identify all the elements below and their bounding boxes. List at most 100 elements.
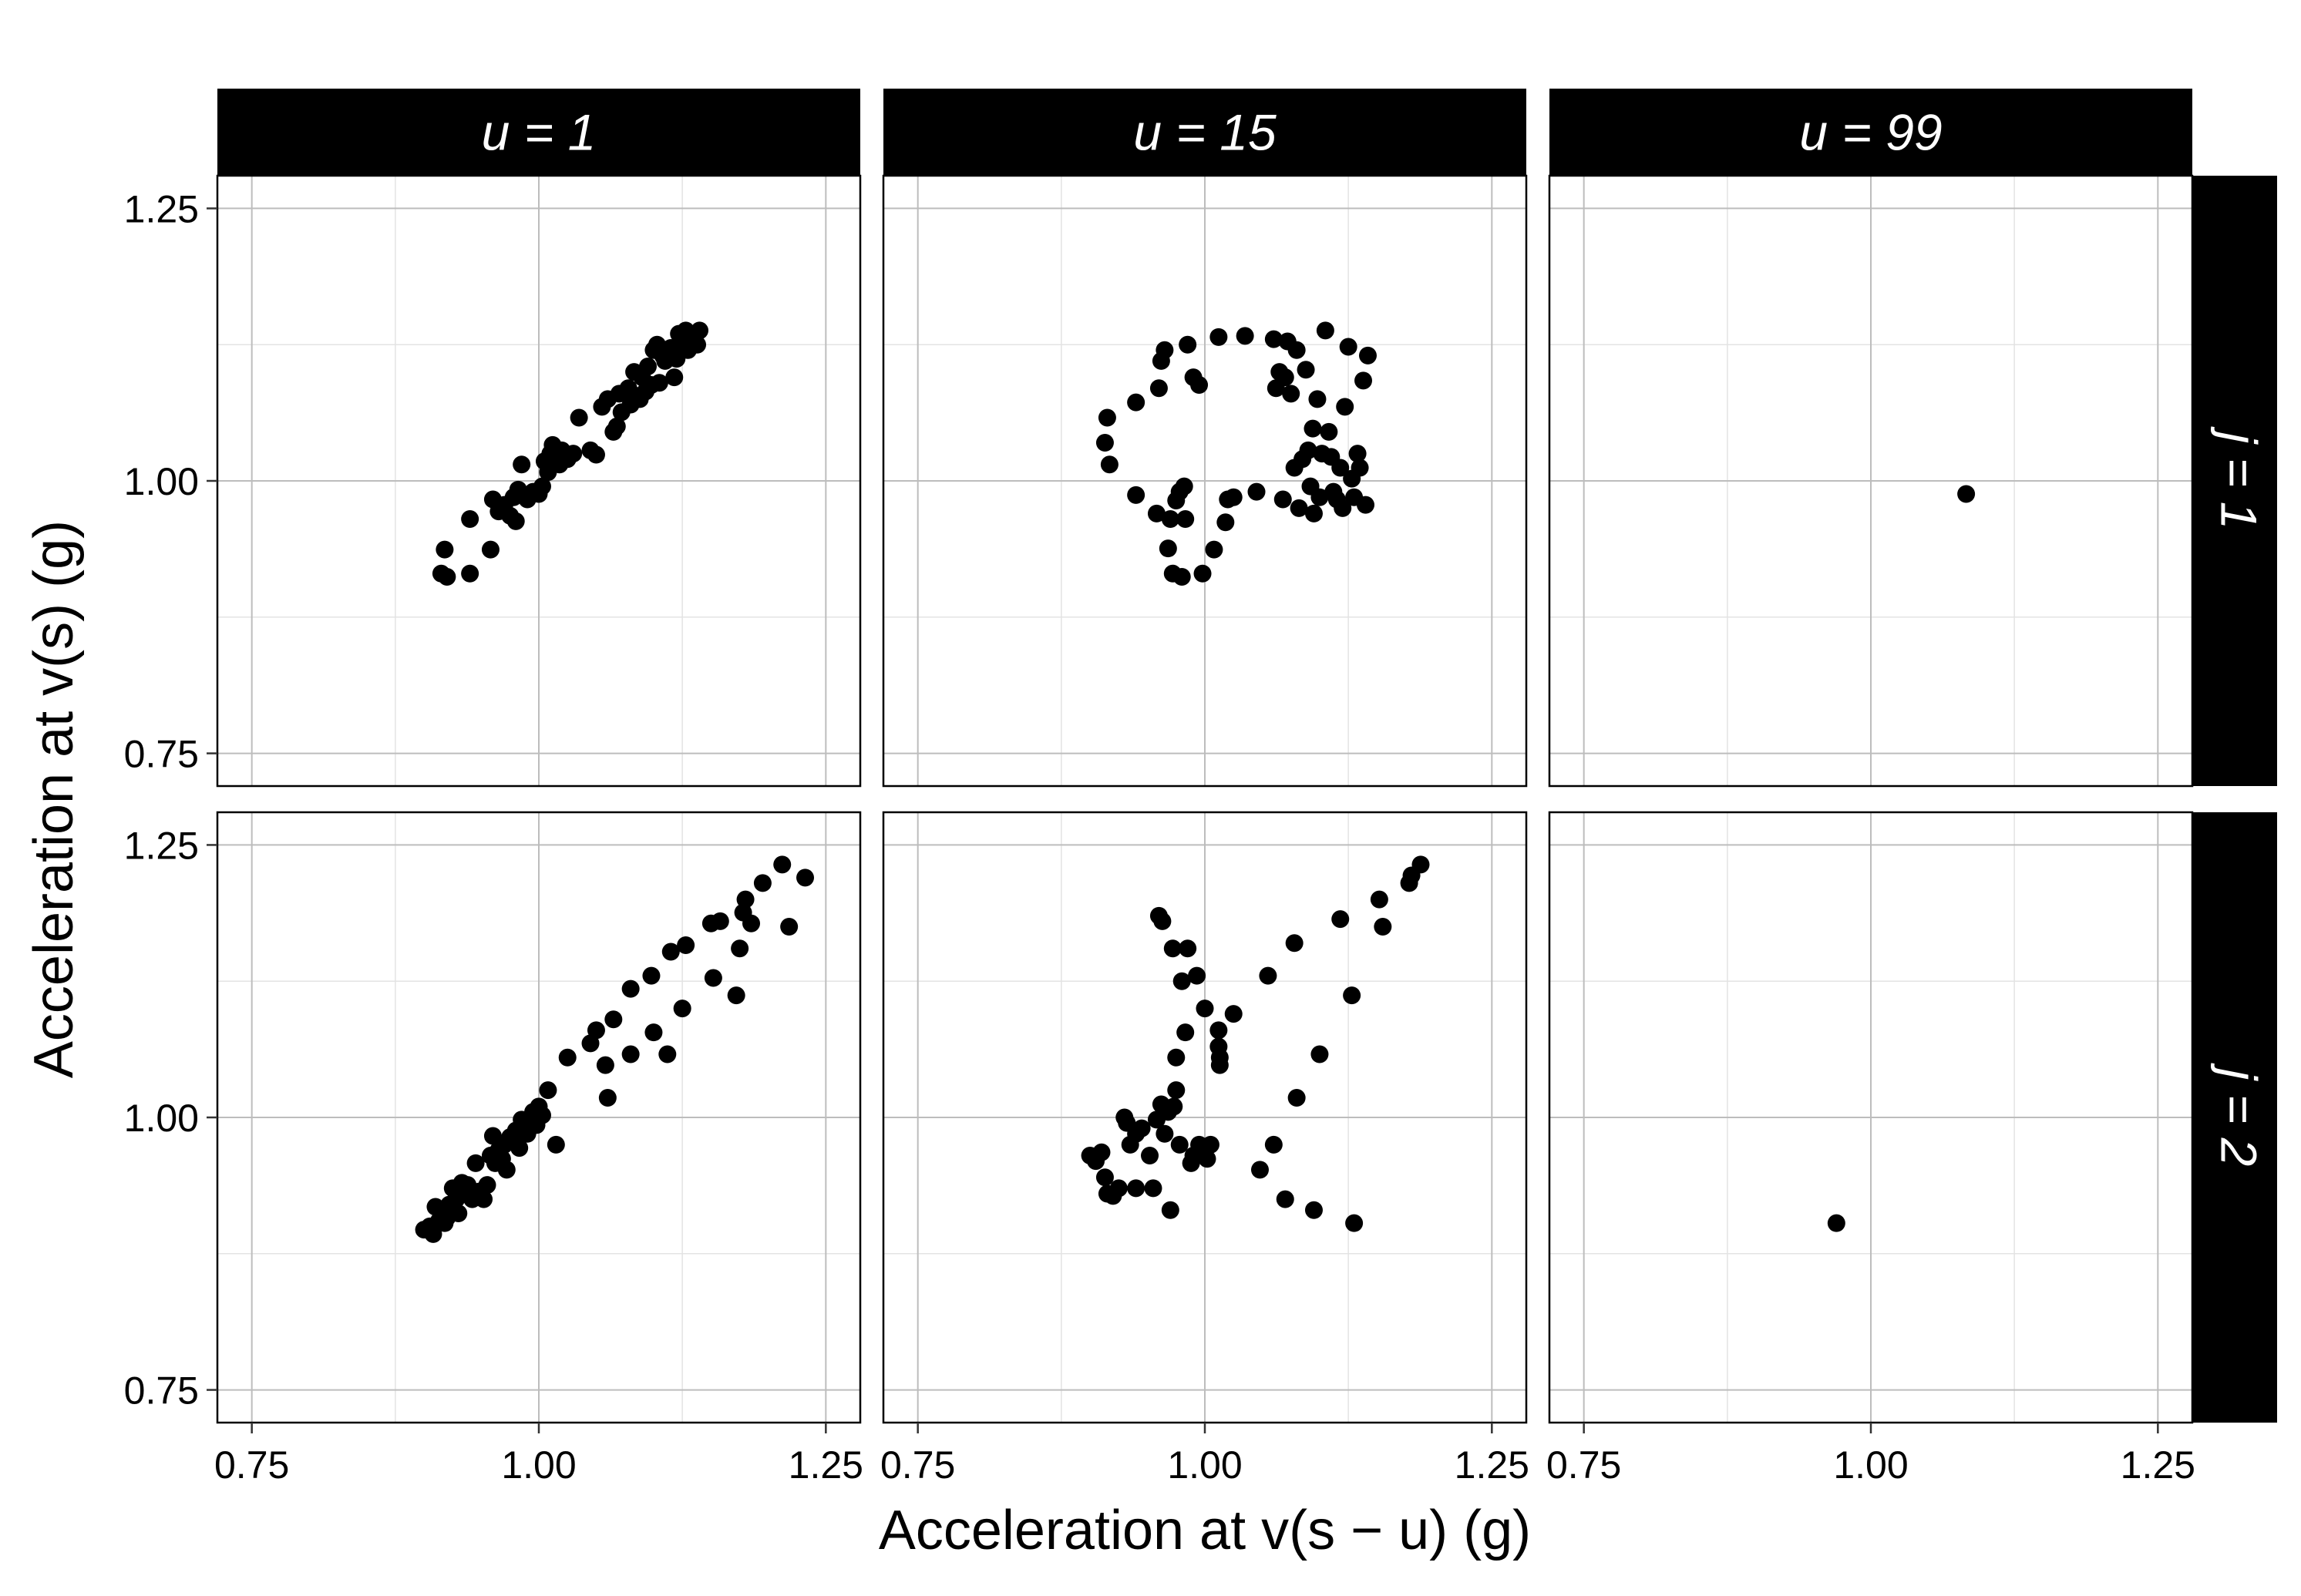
data-point [436, 540, 454, 559]
data-point [506, 512, 525, 530]
data-point [1357, 496, 1374, 514]
data-point [1193, 564, 1212, 583]
x-tick-label: 1.25 [789, 1443, 863, 1487]
panel-u-1-j-1 [216, 174, 862, 788]
data-point [1165, 1097, 1183, 1116]
data-point [1156, 341, 1174, 359]
data-point [461, 510, 479, 528]
data-point [1827, 1214, 1845, 1232]
data-point [1310, 488, 1329, 506]
data-point [1331, 910, 1350, 929]
y-tick-label: 0.75 [124, 1369, 199, 1413]
data-point [1339, 338, 1357, 356]
data-point [1334, 499, 1352, 517]
data-point [1285, 934, 1304, 953]
data-point [587, 445, 605, 464]
data-point [1304, 504, 1323, 522]
data-point [688, 335, 707, 354]
data-point [638, 358, 657, 375]
data-point [1149, 379, 1168, 398]
data-point [596, 1056, 614, 1074]
ticks-layer: 0.75 1.00 1.25 0.75 1.00 1.25 0.75 1.00 1.25 0.75… [124, 187, 2195, 1487]
data-point [1224, 488, 1243, 506]
column-strip-u-1 [217, 89, 860, 176]
data-point [796, 869, 815, 887]
data-point [449, 1204, 468, 1222]
data-point [650, 374, 668, 392]
data-point [1304, 419, 1322, 438]
data-point [1100, 455, 1119, 474]
data-point [1161, 1201, 1179, 1219]
data-point [727, 986, 745, 1005]
data-point [1299, 441, 1317, 459]
data-point [1147, 504, 1166, 522]
data-point [1264, 330, 1283, 348]
data-point [1188, 966, 1206, 985]
row-strip-label: j = 1 [2211, 426, 2268, 530]
column-strip-u-99 [1549, 89, 2192, 176]
data-point [533, 477, 551, 496]
data-point [1172, 567, 1191, 586]
panel-u-99-j-2 [1548, 811, 2194, 1424]
data-point [736, 890, 755, 909]
data-point [1176, 1023, 1195, 1042]
data-point [742, 914, 761, 932]
data-point [607, 417, 626, 435]
data-point [1201, 1135, 1219, 1154]
data-point [1276, 368, 1294, 387]
data-point [677, 936, 695, 955]
panels-layer [216, 174, 2194, 1424]
data-point [466, 1154, 485, 1172]
data-point [461, 564, 479, 583]
data-point [1236, 327, 1254, 345]
x-tick-label: 1.25 [2121, 1443, 2195, 1487]
data-point [478, 1176, 496, 1194]
data-point [558, 1048, 577, 1067]
data-point [539, 1081, 557, 1100]
data-point [1345, 1214, 1364, 1232]
data-point [1957, 485, 1976, 503]
data-point [780, 918, 799, 936]
panel-u-15-j-1 [882, 174, 1528, 788]
data-point [1358, 346, 1377, 365]
data-point [1095, 434, 1114, 452]
y-tick-label: 0.75 [124, 733, 199, 776]
data-point [1198, 1150, 1216, 1168]
data-point [1127, 486, 1145, 504]
data-point [1247, 482, 1266, 501]
y-axis-title: Acceleration at v(s) (g) [23, 520, 85, 1078]
strips-layer: u = 1 u = 15 u = 99 j = 1 j = 2 [217, 89, 2277, 1423]
data-point [475, 1190, 493, 1208]
data-point [1351, 459, 1369, 477]
data-point [1159, 539, 1177, 558]
data-point [642, 966, 661, 985]
column-strip-label: u = 99 [1799, 104, 1942, 161]
x-axis-title: Acceleration at v(s − u) (g) [879, 1500, 1531, 1561]
data-point [1095, 1168, 1114, 1187]
y-tick-label: 1.00 [124, 1097, 199, 1140]
data-point [510, 1139, 529, 1158]
row-strip-j-1 [2192, 176, 2277, 786]
data-point [773, 855, 792, 874]
data-point [1308, 390, 1327, 408]
data-point [1170, 1135, 1189, 1154]
data-point [1287, 341, 1306, 359]
data-point [513, 455, 531, 474]
column-strip-label: u = 1 [482, 104, 597, 161]
x-tick-label: 0.75 [880, 1443, 955, 1487]
data-point [1290, 499, 1308, 517]
data-point [1354, 371, 1373, 390]
data-point [533, 1106, 551, 1124]
data-point [1320, 422, 1338, 441]
data-point [497, 1161, 516, 1179]
data-point [1163, 939, 1182, 958]
data-point [1092, 1143, 1111, 1161]
data-point [1316, 321, 1334, 340]
data-point [1224, 1005, 1243, 1023]
data-point [1411, 855, 1430, 874]
data-point [1172, 972, 1191, 990]
data-point [1310, 1045, 1329, 1063]
data-point [1209, 1021, 1228, 1040]
row-strip-j-2 [2192, 812, 2277, 1423]
data-point [1250, 1161, 1269, 1179]
